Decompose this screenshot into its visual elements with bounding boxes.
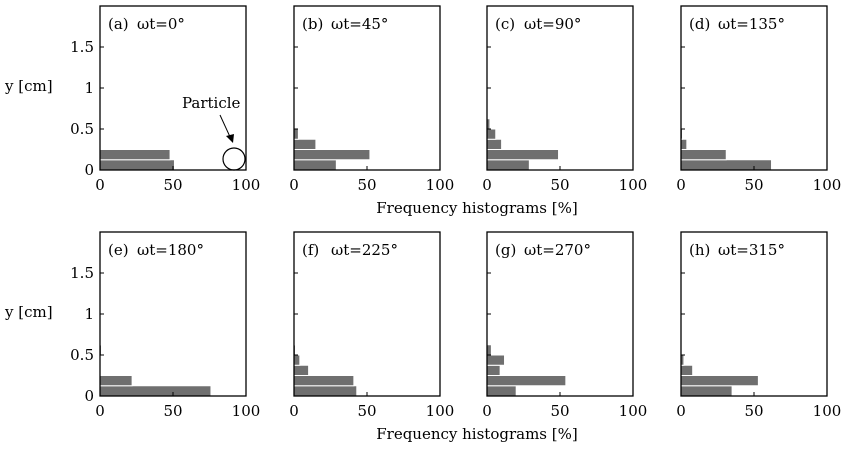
histogram-bar bbox=[293, 138, 317, 150]
panel-letter: (h) bbox=[689, 241, 710, 259]
x-tick-label: 100 bbox=[232, 402, 261, 420]
phase-title: ωt=225° bbox=[331, 241, 398, 259]
phase-title: ωt=315° bbox=[718, 241, 785, 259]
x-tick-label: 50 bbox=[550, 402, 569, 420]
x-tick-label: 50 bbox=[163, 402, 182, 420]
x-tick-label: 0 bbox=[482, 176, 492, 194]
histogram-bar bbox=[486, 128, 497, 140]
x-tick-label: 0 bbox=[482, 402, 492, 420]
x-tick-label: 100 bbox=[426, 402, 455, 420]
x-tick-label: 50 bbox=[357, 402, 376, 420]
particle-circle-icon bbox=[222, 147, 246, 171]
phase-title: ωt=270° bbox=[524, 241, 591, 259]
x-axis-label: Frequency histograms [%] bbox=[376, 199, 577, 217]
pointer-arrow-line bbox=[219, 114, 232, 140]
histogram-bar bbox=[486, 149, 560, 161]
phase-title: ωt=180° bbox=[137, 241, 204, 259]
panel-letter: (g) bbox=[495, 241, 516, 259]
y-tick-label: 0 bbox=[84, 387, 94, 405]
histogram-bar bbox=[293, 159, 337, 171]
y-tick-label: 0.5 bbox=[70, 120, 94, 138]
x-tick-label: 0 bbox=[289, 176, 299, 194]
histogram-bar bbox=[680, 375, 759, 387]
particle-label: Particle bbox=[182, 94, 241, 112]
x-tick-label: 50 bbox=[163, 176, 182, 194]
histogram-bar bbox=[486, 385, 517, 397]
phase-title: ωt=90° bbox=[524, 15, 581, 33]
histogram-panel: 0 50 100 (d) ωt=135° bbox=[676, 5, 842, 194]
histogram-panel: 0 50 100 (b) ωt=45° bbox=[289, 5, 455, 194]
histogram-bar bbox=[99, 385, 212, 397]
histogram-bar bbox=[486, 138, 503, 150]
histogram-bar bbox=[293, 128, 299, 140]
histogram-bar bbox=[293, 375, 355, 387]
x-tick-label: 50 bbox=[357, 176, 376, 194]
histogram-panel: 0 50 100 (g) ωt=270° bbox=[482, 231, 648, 420]
phase-title: ωt=135° bbox=[718, 15, 785, 33]
histogram-bar bbox=[486, 364, 501, 376]
histogram-bar bbox=[680, 138, 688, 150]
x-tick-label: 50 bbox=[550, 176, 569, 194]
histogram-bar bbox=[486, 159, 530, 171]
particle-annotation: Particle bbox=[182, 94, 246, 171]
histogram-panel: 0 50 100 (f) ωt=225° bbox=[289, 231, 455, 420]
x-tick-label: 100 bbox=[813, 176, 842, 194]
histogram-bar bbox=[680, 149, 727, 161]
x-tick-label: 100 bbox=[619, 176, 648, 194]
histogram-panel: 0 50 100 (c) ωt=90° bbox=[482, 5, 648, 194]
histogram-bar bbox=[680, 364, 694, 376]
panel-letter: (b) bbox=[302, 15, 323, 33]
panel-letter: (d) bbox=[689, 15, 710, 33]
x-tick-label: 0 bbox=[95, 402, 105, 420]
histogram-bar bbox=[680, 385, 733, 397]
histogram-panel: 0 50 100 (h) ωt=315° bbox=[676, 231, 842, 420]
y-axis-label: y [cm] bbox=[4, 77, 53, 95]
histogram-bar bbox=[99, 159, 175, 171]
histogram-bar bbox=[293, 354, 301, 366]
x-tick-label: 0 bbox=[676, 402, 686, 420]
histogram-bar bbox=[293, 364, 310, 376]
histogram-panel: 0 50 100 0 0.5 1 1.5 (a) ωt=0° bbox=[70, 5, 261, 194]
phase-title: ωt=45° bbox=[331, 15, 388, 33]
histogram-bar bbox=[293, 385, 358, 397]
x-tick-label: 100 bbox=[426, 176, 455, 194]
x-tick-label: 100 bbox=[813, 402, 842, 420]
histogram-bar bbox=[680, 159, 773, 171]
y-tick-label: 1.5 bbox=[70, 38, 94, 56]
x-tick-label: 100 bbox=[232, 176, 261, 194]
arrow-head-icon bbox=[226, 134, 234, 143]
x-tick-label: 100 bbox=[619, 402, 648, 420]
histogram-bar bbox=[486, 354, 506, 366]
phase-title: ωt=0° bbox=[137, 15, 185, 33]
x-tick-label: 0 bbox=[95, 176, 105, 194]
y-tick-label: 0.5 bbox=[70, 346, 94, 364]
y-axis-label: y [cm] bbox=[4, 303, 53, 321]
y-tick-label: 1.5 bbox=[70, 264, 94, 282]
y-tick-label: 1 bbox=[84, 79, 94, 97]
histogram-bar bbox=[99, 149, 171, 161]
histogram-bar bbox=[99, 375, 133, 387]
y-tick-label: 0 bbox=[84, 161, 94, 179]
x-axis-label: Frequency histograms [%] bbox=[376, 425, 577, 443]
x-tick-label: 50 bbox=[744, 176, 763, 194]
panel-letter: (a) bbox=[108, 15, 129, 33]
panel-letter: (e) bbox=[108, 241, 129, 259]
histogram-bar bbox=[293, 149, 371, 161]
x-tick-label: 0 bbox=[676, 176, 686, 194]
panel-letter: (f) bbox=[302, 241, 319, 259]
panel-letter: (c) bbox=[495, 15, 515, 33]
histogram-bar bbox=[486, 344, 492, 356]
x-tick-label: 50 bbox=[744, 402, 763, 420]
histogram-bar bbox=[486, 375, 567, 387]
y-tick-label: 1 bbox=[84, 305, 94, 323]
histogram-panel: 0 50 100 0 0.5 1 1.5 (e) ωt=180° bbox=[70, 231, 261, 420]
x-tick-label: 0 bbox=[289, 402, 299, 420]
